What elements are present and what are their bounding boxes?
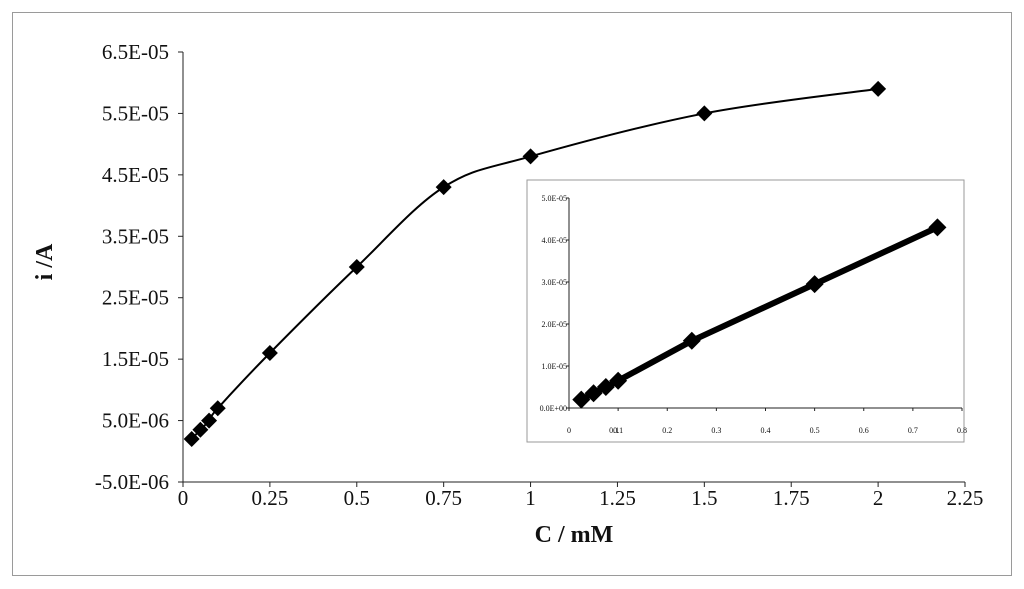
data-point [696, 105, 713, 122]
y-tick-label: 5.5E-05 [102, 101, 169, 125]
inset-x-tick-label: 0.4 [761, 426, 771, 435]
chart-frame [12, 12, 1012, 576]
y-tick-label: 3.5E-05 [102, 224, 169, 248]
inset-x-tick-label: 0 [567, 426, 571, 435]
x-tick-label: 0.25 [252, 486, 289, 510]
data-point [435, 179, 452, 196]
inset-y-tick-label: 2.0E-05 [541, 320, 567, 329]
x-tick-label: 0.5 [344, 486, 370, 510]
inset-x-tick-label: 0.7 [908, 426, 918, 435]
x-tick-label: 1.5 [691, 486, 717, 510]
data-point [209, 400, 226, 417]
x-tick-label: 2 [873, 486, 884, 510]
inset-box [526, 179, 965, 443]
inset-x-tick-label: 0.3 [711, 426, 721, 435]
x-axis-title: C / mM [535, 522, 614, 548]
inset-y-tick-label: 1.0E-05 [541, 362, 567, 371]
y-tick-label: 1.5E-05 [102, 347, 169, 371]
y-tick-label: 5.0E-06 [102, 409, 169, 433]
inset-x-tick-label: 0.8 [957, 426, 967, 435]
inset-data-point [572, 390, 591, 409]
inset-y-tick-label: 5.0E-05 [541, 194, 567, 203]
inset-data-point [928, 218, 947, 237]
inset-x-tick-label: 0.1 [613, 426, 623, 435]
x-tick-label: 1.75 [773, 486, 810, 510]
inset-series [572, 218, 947, 409]
inset-y-tick-label: 0.0E+00 [540, 404, 567, 413]
data-point [261, 345, 278, 361]
inset-x-tick-label: 0.2 [662, 426, 672, 435]
data-point [348, 259, 365, 275]
data-point [201, 412, 218, 429]
main-series [183, 80, 887, 447]
inset-x-tick-label: 0.5 [810, 426, 820, 435]
y-tick-label: 2.5E-05 [102, 286, 169, 310]
x-tick-label: 2.25 [947, 486, 984, 510]
y-axis-title: i /A [32, 243, 58, 280]
x-tick-label: 0.75 [425, 486, 462, 510]
main-ticks: -5.0E-06 5.0E-06 1.5E-05 2.5E-05 3.5E-05 4.5E… [95, 40, 983, 510]
y-tick-label: 6.5E-05 [102, 40, 169, 64]
inset-y-tick-label: 3.0E-05 [541, 278, 567, 287]
main-axes [182, 52, 965, 483]
inset-data-point [682, 331, 701, 350]
inset-plot: 0.0E+00 1.0E-05 2.0E-05 3.0E-05 4.0E-05 5.0E-… [526, 179, 967, 443]
data-point [870, 80, 887, 97]
inset-ticks: 0.0E+00 1.0E-05 2.0E-05 3.0E-05 4.0E-05 5.0E-… [540, 194, 967, 435]
inset-x-tick-label-extra: 0.1 [609, 426, 619, 435]
inset-data-point [609, 371, 628, 390]
main-plot: -5.0E-06 5.0E-06 1.5E-05 2.5E-05 3.5E-05 4.5E… [32, 40, 983, 548]
inset-data-point [805, 275, 824, 294]
y-tick-label: -5.0E-06 [95, 470, 169, 494]
x-tick-label: 1 [525, 486, 536, 510]
inset-data-point [596, 378, 615, 396]
data-point [183, 431, 200, 447]
x-tick-label: 0 [178, 486, 189, 510]
data-point [192, 421, 209, 438]
inset-x-tick-label: 0.6 [859, 426, 869, 435]
inset-y-tick-label: 4.0E-05 [541, 236, 567, 245]
inset-data-point [584, 384, 603, 403]
y-tick-label: 4.5E-05 [102, 163, 169, 187]
x-tick-label: 1.25 [599, 486, 636, 510]
data-point [522, 148, 539, 165]
